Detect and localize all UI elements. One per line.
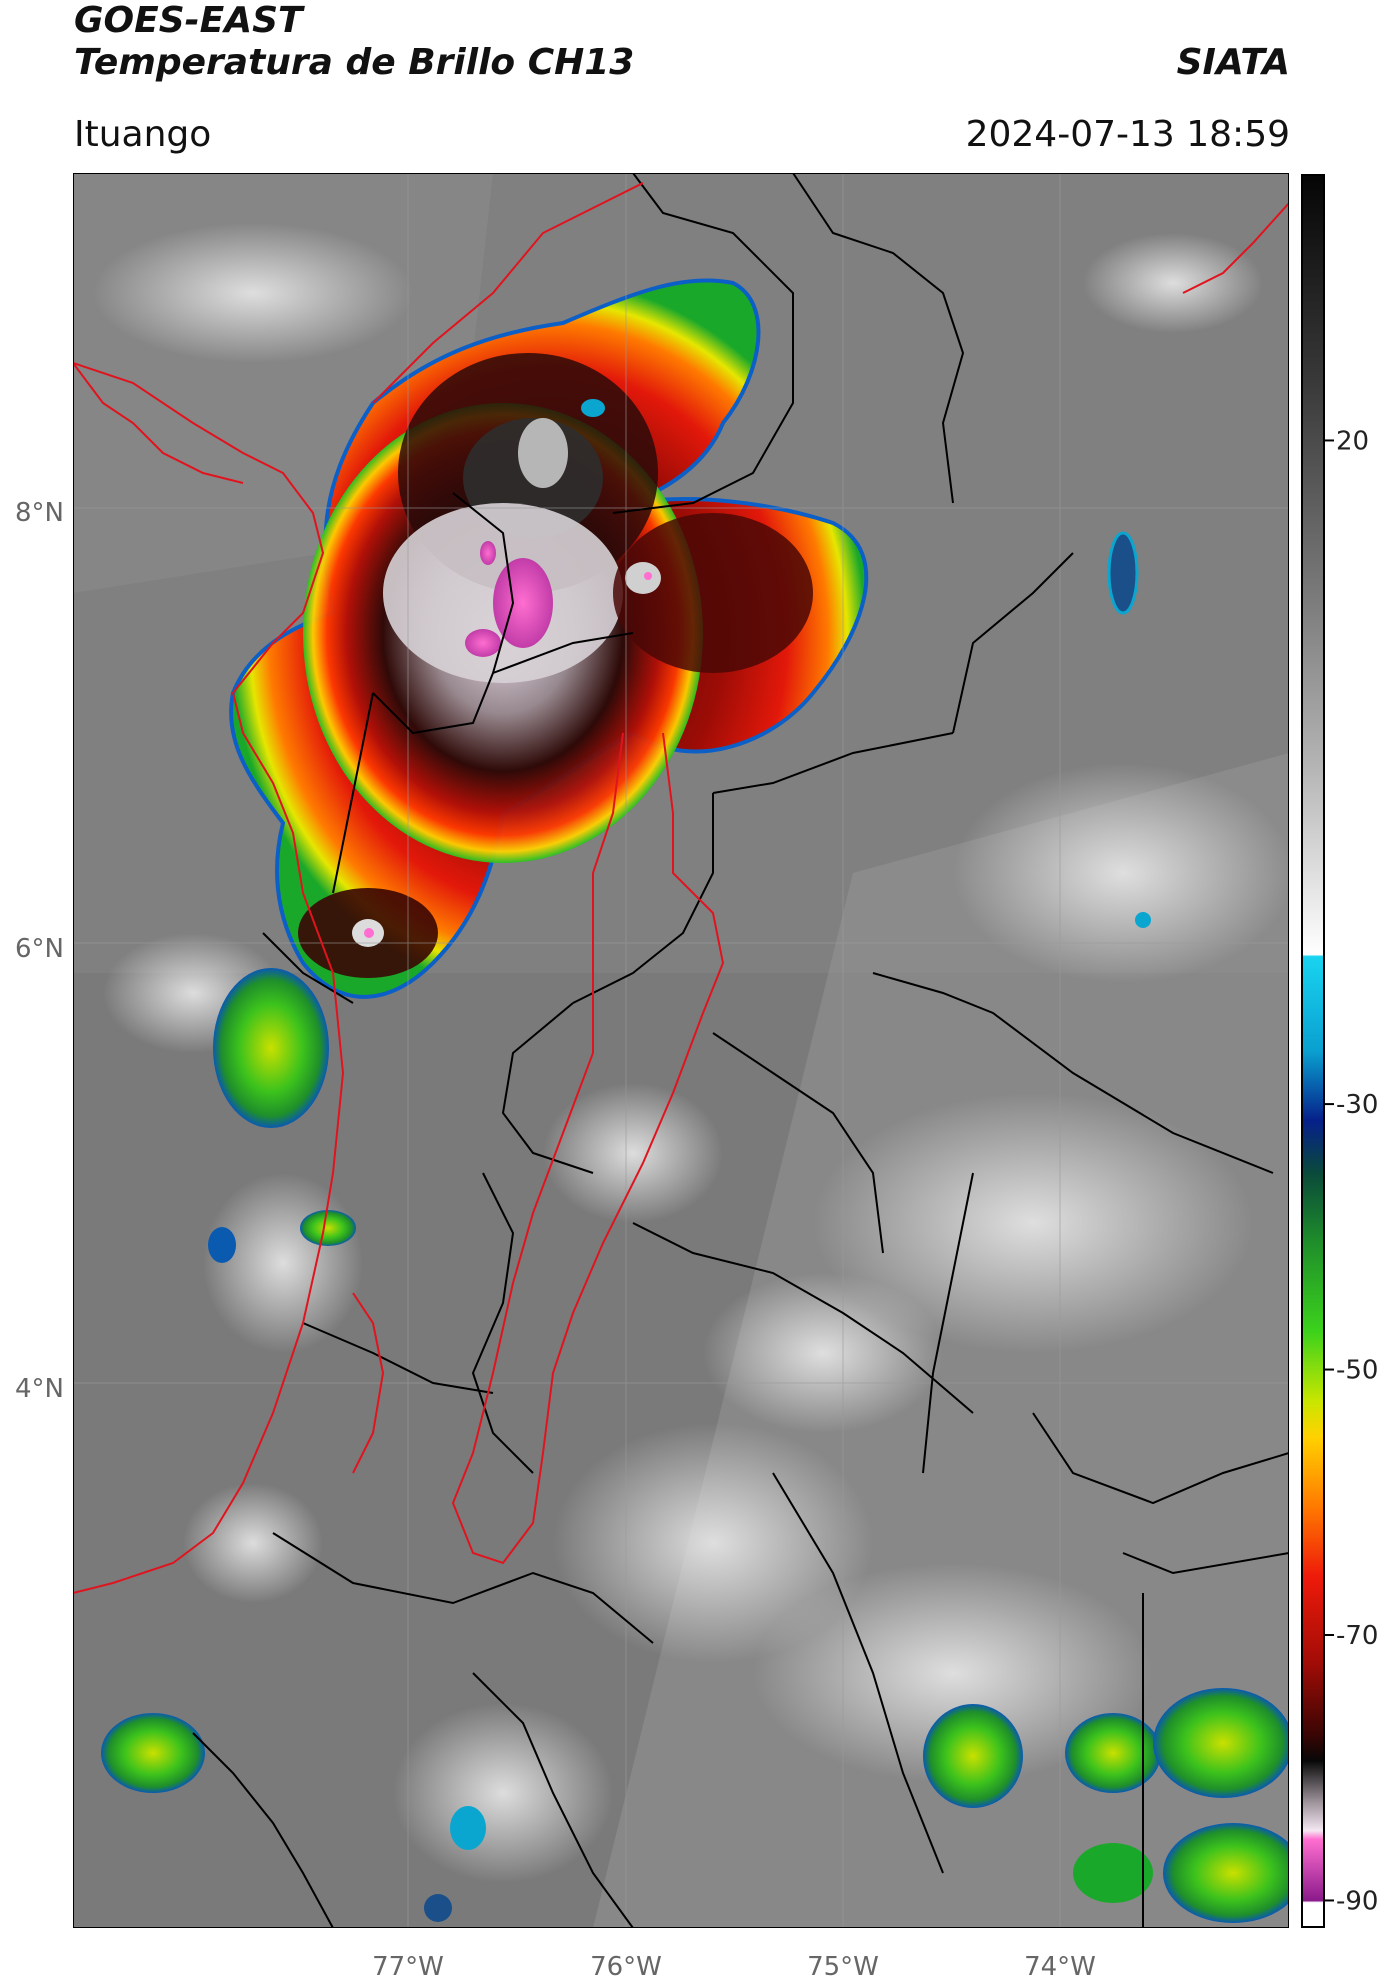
national-border: [73, 182, 1289, 1594]
lon-label: 75°W: [807, 1952, 879, 1981]
gridlines: [73, 173, 1289, 1928]
storm-complex: [229, 278, 869, 999]
colorbar-tick-label: -50: [1336, 1356, 1378, 1386]
product-title: Temperatura de Brillo CH13: [74, 42, 635, 83]
convective-cells: [101, 531, 1289, 1923]
colorbar-tick-label: -90: [1336, 1886, 1378, 1916]
colorbar-tick-label: -30: [1336, 1090, 1378, 1120]
satellite-map: [73, 173, 1289, 1928]
lon-label: 77°W: [372, 1952, 444, 1981]
colorbar-tick-label: 20: [1336, 426, 1369, 456]
lat-label: 6°N: [15, 934, 64, 964]
timestamp-label: 2024-07-13 18:59: [965, 114, 1290, 155]
department-boundaries: [192, 173, 1289, 1928]
lon-label: 74°W: [1024, 1952, 1096, 1981]
colorbar-ramp: [1301, 174, 1325, 1928]
organization-label: SIATA: [1176, 42, 1290, 83]
lat-label: 4°N: [15, 1374, 64, 1404]
cloud-texture: [93, 223, 1289, 1883]
region-label: Ituango: [74, 114, 212, 155]
colorbar: 20 -30 -50 -70 -90: [1301, 174, 1378, 1928]
satellite-title: GOES-EAST: [74, 0, 303, 41]
lon-label: 76°W: [590, 1952, 662, 1981]
colorbar-tick-label: -70: [1336, 1621, 1378, 1651]
lat-label: 8°N: [15, 498, 64, 528]
